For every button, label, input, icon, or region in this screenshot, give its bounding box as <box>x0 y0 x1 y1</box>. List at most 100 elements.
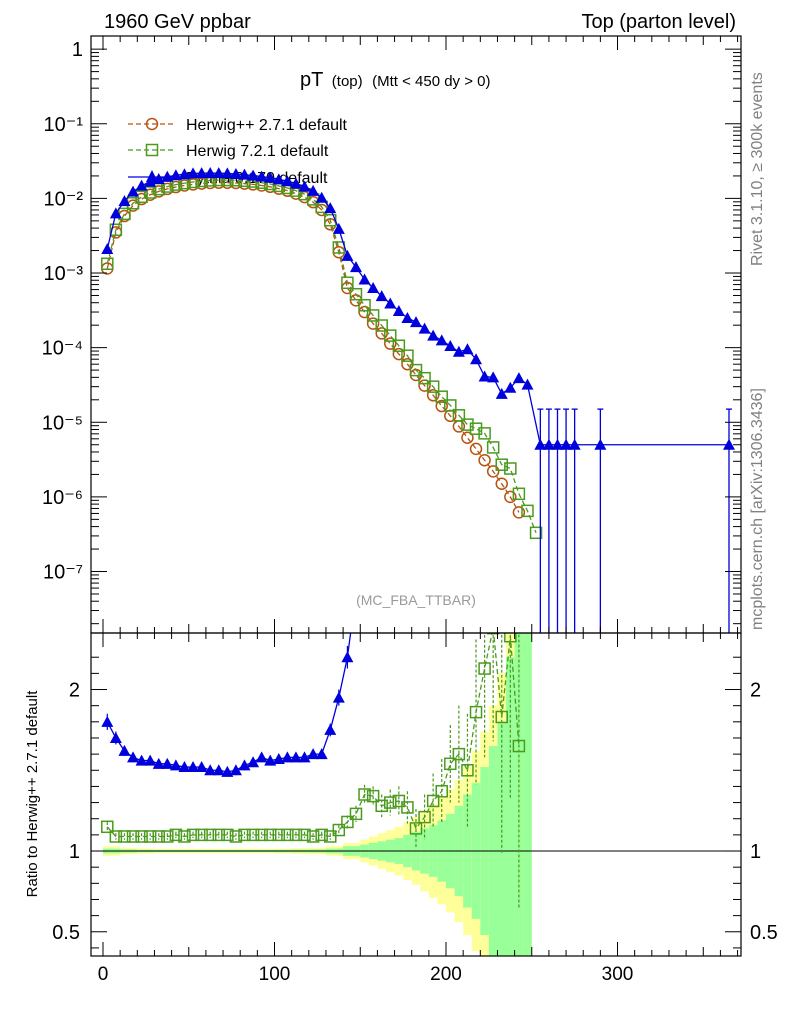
ratio-point-herwig7 <box>435 785 448 798</box>
point-pythia <box>204 166 217 178</box>
ratio-point-herwig7 <box>178 830 191 843</box>
point-herwig7 <box>401 349 414 362</box>
point-pythia <box>109 207 122 219</box>
ratio-tick-label-left: 2 <box>69 680 80 702</box>
ratio-point-herwig7 <box>195 828 208 842</box>
point-pythia <box>358 273 371 285</box>
point-pythia <box>229 168 242 180</box>
green-band-bin <box>514 633 524 956</box>
ratio-point-pythia <box>195 761 208 773</box>
ratio-point-pythia <box>247 756 260 768</box>
ratio-point-herwig7 <box>444 757 457 771</box>
ratio-point-herwig7 <box>118 830 131 843</box>
point-pythia <box>264 171 277 183</box>
point-herwig7 <box>341 276 354 290</box>
point-herwigpp <box>486 465 500 478</box>
ratio-point-herwig7 <box>358 788 371 801</box>
ratio-bands <box>91 633 741 956</box>
green-band-bin <box>506 657 515 956</box>
point-pythia <box>247 169 260 181</box>
ratio-point-herwig7 <box>298 828 311 842</box>
point-pythia <box>289 177 302 189</box>
point-herwigpp <box>358 305 371 319</box>
point-pythia <box>238 168 251 180</box>
ratio-point-herwig7 <box>401 801 414 814</box>
x-tick-label: 200 <box>430 964 462 985</box>
chart-title-sub2: (Mtt < 450 dy > 0) <box>372 73 490 90</box>
y-tick-label: 10⁻⁴ <box>42 338 83 360</box>
ratio-line-herwig7 <box>106 633 520 838</box>
ratio-point-herwig7 <box>272 828 286 842</box>
point-herwigpp <box>512 506 526 519</box>
point-pythia <box>135 179 148 191</box>
ratio-point-herwig7 <box>315 828 328 842</box>
watermark: (MC_FBA_TTBAR) <box>356 592 476 608</box>
ratio-point-pythia <box>135 754 148 766</box>
point-pythia <box>332 222 345 234</box>
point-pythia <box>722 438 735 450</box>
point-herwigpp <box>426 389 440 402</box>
ratio-point-pythia <box>298 751 311 763</box>
ratio-point-pythia <box>152 757 165 769</box>
point-herwigpp <box>384 337 397 350</box>
point-pythia <box>212 167 225 179</box>
point-herwigpp <box>375 327 388 340</box>
point-pythia <box>281 175 294 187</box>
ratio-ylabel: Ratio to Herwig++ 2.7.1 default <box>24 690 41 898</box>
ratio-point-herwig7 <box>143 830 157 843</box>
ratio-point-herwig7 <box>229 830 243 843</box>
point-herwig7 <box>143 186 157 199</box>
point-pythia <box>255 170 268 182</box>
point-herwig7 <box>135 190 148 204</box>
ratio-point-pythia <box>272 752 285 764</box>
point-herwigpp <box>435 399 448 413</box>
ratio-point-pythia <box>332 691 345 703</box>
ratio-point-herwig7 <box>512 739 526 753</box>
ratio-point-pythia <box>264 754 277 766</box>
point-pythia <box>504 381 517 393</box>
point-herwig7 <box>435 390 448 403</box>
point-herwig7 <box>418 371 431 385</box>
ratio-point-herwig7 <box>126 830 140 843</box>
y-tick-label: 10⁻⁶ <box>42 487 83 509</box>
y-tick-label: 10⁻¹ <box>44 114 84 136</box>
green-band-bin <box>523 633 532 956</box>
ratio-series <box>101 633 526 908</box>
ratio-point-herwig7 <box>169 828 183 842</box>
y-tick-label: 10⁻³ <box>44 263 84 285</box>
ratio-point-herwig7 <box>418 810 431 824</box>
ratio-point-herwig7 <box>332 823 346 837</box>
y-tick-label: 10⁻⁵ <box>42 412 83 434</box>
point-pythia <box>495 387 508 399</box>
point-pythia <box>534 438 547 450</box>
point-pythia <box>568 438 581 450</box>
ratio-point-herwig7 <box>461 764 474 777</box>
chart-title-main: pT <box>300 69 323 91</box>
point-pythia <box>487 371 500 383</box>
point-herwigpp <box>392 347 406 361</box>
ratio-point-herwig7 <box>152 830 165 843</box>
point-herwigpp <box>469 442 483 456</box>
point-pythia <box>551 438 564 450</box>
point-herwigpp <box>504 490 517 504</box>
ratio-point-herwig7 <box>375 799 388 813</box>
point-pythia <box>298 180 311 192</box>
point-pythia <box>324 202 337 214</box>
ratio-point-herwig7 <box>366 789 380 803</box>
point-pythia <box>178 168 191 180</box>
ratio-point-herwig7 <box>426 794 440 808</box>
ratio-point-herwig7 <box>135 830 148 843</box>
point-herwig7 <box>384 329 397 342</box>
point-herwig7 <box>504 462 517 475</box>
ratio-point-pythia <box>109 731 122 743</box>
ratio-point-pythia <box>307 748 320 760</box>
ratio-point-pythia <box>255 751 268 763</box>
legend-label-herwig7: Herwig 7.2.1 default <box>186 143 329 160</box>
ratio-point-herwig7 <box>384 796 397 809</box>
point-herwig7 <box>486 441 500 454</box>
point-herwig7 <box>392 339 406 353</box>
ratio-point-herwig7 <box>255 828 268 842</box>
ratio-point-pythia <box>101 715 114 727</box>
ratio-point-pythia <box>212 764 225 776</box>
ratio-point-pythia <box>229 764 242 776</box>
